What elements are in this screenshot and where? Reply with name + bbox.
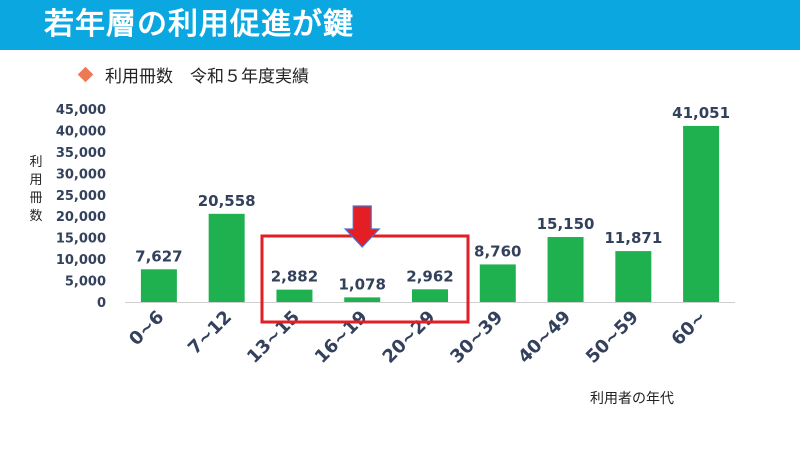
chart-subtitle: 利用冊数 令和５年度実績 (105, 66, 309, 87)
y-tick-label: 30,000 (56, 167, 106, 182)
bars (140, 125, 720, 302)
x-tick-label: 30~39 (446, 307, 507, 368)
y-tick-label: 20,000 (56, 210, 106, 225)
bar (344, 297, 381, 302)
y-axis-label-char: 冊 (29, 191, 42, 206)
bar (615, 251, 652, 302)
x-axis-ticks: 0~6 7~12 13~15 16~19 20~29 30~39 40~49 50~59 60~ (125, 307, 710, 368)
bar (208, 213, 245, 302)
data-label: 7,627 (135, 247, 182, 265)
data-label: 1,078 (338, 275, 385, 293)
y-tick-label: 35,000 (56, 146, 106, 161)
y-axis-label: 利用冊数 (29, 155, 42, 224)
data-label: 15,150 (537, 215, 595, 233)
data-label: 11,871 (604, 229, 662, 247)
data-label: 20,558 (198, 192, 256, 210)
x-axis-label: 利用者の年代 (590, 391, 674, 407)
y-axis-label-char: 利 (29, 155, 42, 170)
bar (547, 237, 584, 302)
value-labels: 7,627 20,558 2,882 1,078 2,962 8,760 15,150 11,… (135, 104, 730, 293)
data-label: 2,882 (271, 268, 318, 286)
x-tick-label: 16~19 (311, 307, 372, 368)
y-tick-label: 15,000 (56, 232, 106, 247)
bar (479, 264, 516, 302)
highlight-group (260, 205, 470, 324)
y-tick-label: 10,000 (56, 253, 106, 268)
x-tick-label: 20~29 (379, 307, 440, 368)
down-arrow-icon (343, 205, 381, 248)
bar (140, 269, 177, 302)
data-label: 8,760 (474, 242, 521, 260)
x-tick-label: 13~15 (243, 307, 304, 368)
slide-title: 若年層の利用促進が鍵 (44, 7, 354, 42)
subtitle-row: 利用冊数 令和５年度実績 (77, 62, 309, 87)
x-tick-label: 50~59 (582, 307, 643, 368)
y-tick-label: 40,000 (56, 124, 106, 139)
y-tick-label: 5,000 (65, 275, 106, 290)
title-bar: 若年層の利用促進が鍵 (0, 0, 800, 50)
bar (683, 125, 720, 302)
data-label: 2,962 (406, 267, 453, 285)
y-tick-label: 45,000 (56, 103, 106, 118)
data-label: 41,051 (672, 104, 730, 122)
y-tick-label: 25,000 (56, 189, 106, 204)
x-tick-label: 7~12 (184, 307, 236, 359)
x-tick-label: 40~49 (514, 307, 575, 368)
bar (412, 289, 448, 302)
y-axis-label-char: 用 (29, 173, 42, 188)
x-tick-label: 60~ (667, 307, 710, 350)
y-tick-label: 0 (97, 296, 106, 311)
x-tick-label: 0~6 (125, 307, 168, 350)
y-axis-ticks: 0 5,000 10,000 15,000 20,000 25,000 30,000 35,0… (56, 103, 735, 311)
bar (276, 289, 313, 302)
y-axis-label-char: 数 (29, 209, 42, 224)
